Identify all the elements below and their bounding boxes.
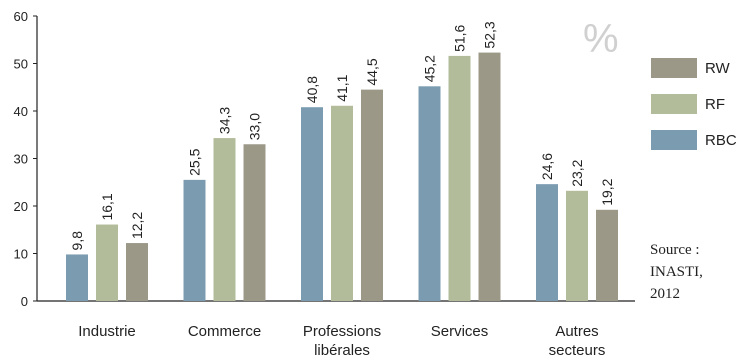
value-label: 33,0: [247, 113, 263, 140]
bar-rw: [361, 89, 383, 301]
legend: RW RF RBC: [651, 58, 737, 150]
bar-rf: [331, 105, 353, 302]
bar-rbc: [301, 107, 323, 301]
y-tick-label: 10: [14, 247, 28, 262]
legend-label-rf: RF: [705, 96, 725, 113]
bar-rw: [243, 144, 266, 301]
source-line: INASTI,: [650, 264, 703, 280]
value-label: 24,6: [539, 153, 555, 180]
unit-label: %: [583, 17, 619, 61]
category-label: secteurs: [549, 342, 606, 359]
category-label: Professions: [303, 323, 381, 340]
category-label: Commerce: [188, 323, 261, 340]
source-line: 2012: [650, 286, 680, 302]
y-tick-label: 0: [21, 294, 28, 309]
legend-swatch-rbc: [651, 130, 697, 150]
category-labels: Industrie Commerce Professions libérales Ser…: [78, 323, 605, 359]
legend-label-rw: RW: [705, 60, 731, 77]
value-label: 12,2: [129, 212, 145, 239]
bar-rbc: [66, 254, 88, 301]
legend-swatch-rw: [651, 58, 697, 78]
source-note: Source : INASTI, 2012: [650, 242, 703, 302]
category-label: libérales: [314, 342, 370, 359]
bar-rf: [448, 55, 471, 302]
value-label: 45,2: [422, 55, 438, 82]
bars: [66, 52, 618, 302]
legend-label-rbc: RBC: [705, 132, 737, 149]
value-label: 19,2: [599, 178, 615, 205]
y-tick-label: 50: [14, 57, 28, 72]
bar-rw: [478, 52, 501, 302]
value-label: 52,3: [482, 21, 498, 48]
y-tick-label: 60: [14, 9, 28, 24]
bar-rf: [213, 138, 236, 301]
source-line: Source :: [650, 242, 700, 258]
value-labels: 9,8 16,1 12,2 25,5 34,3 33,0 40,8 41,1 44,5 45,2 5…: [69, 21, 615, 250]
bar-rbc: [418, 86, 441, 301]
legend-swatch-rf: [651, 94, 697, 114]
category-label: Services: [431, 323, 489, 340]
bar-rbc: [536, 184, 558, 301]
bar-rf: [96, 224, 118, 301]
value-label: 34,3: [217, 107, 233, 134]
value-label: 51,6: [452, 24, 468, 51]
bar-rbc: [183, 179, 206, 301]
y-tick-label: 40: [14, 104, 28, 119]
bar-rw: [126, 243, 148, 301]
value-label: 41,1: [334, 74, 350, 101]
value-label: 44,5: [364, 58, 380, 85]
value-label: 25,5: [187, 148, 203, 175]
value-label: 9,8: [69, 231, 85, 251]
bar-rw: [596, 209, 618, 301]
bar-rf: [566, 190, 588, 301]
category-label: Autres: [555, 323, 598, 340]
value-label: 40,8: [304, 76, 320, 103]
y-tick-label: 20: [14, 199, 28, 214]
value-label: 23,2: [569, 159, 585, 186]
category-label: Industrie: [78, 323, 136, 340]
value-label: 16,1: [99, 193, 115, 220]
y-tick-label: 30: [14, 152, 28, 167]
